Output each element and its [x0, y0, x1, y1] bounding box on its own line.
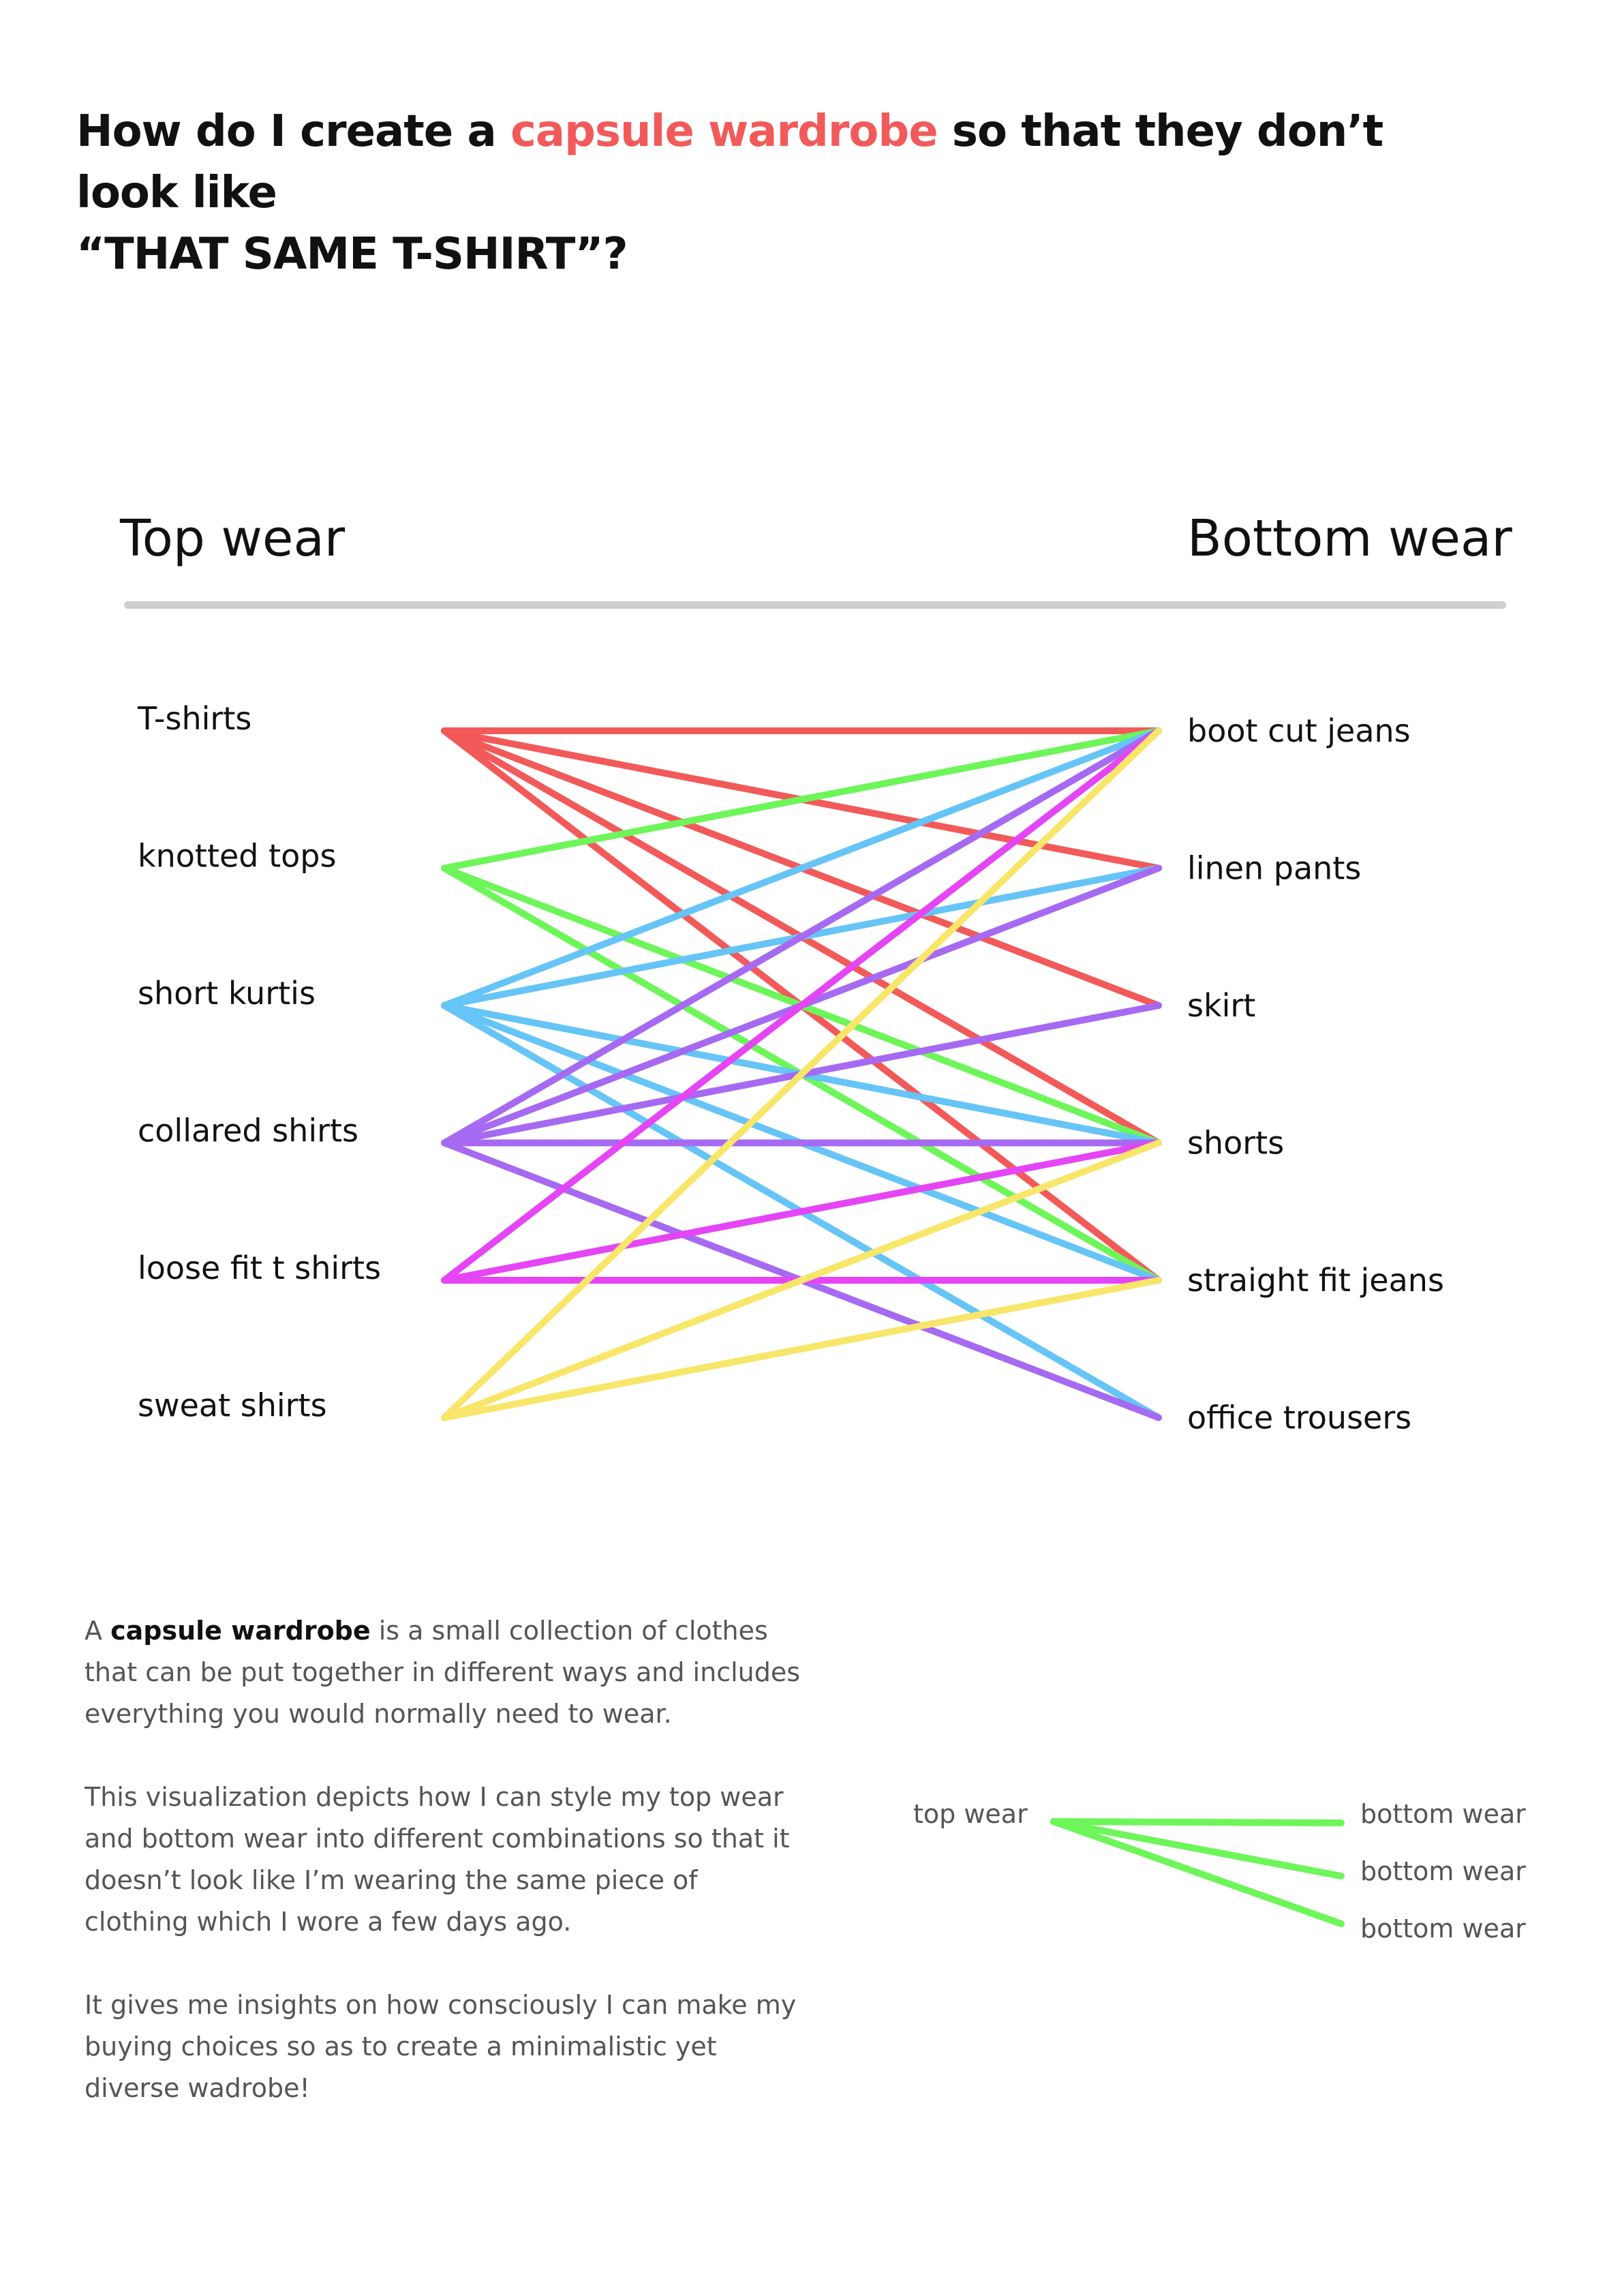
bottom-wear-straight-fit-jeans: straight fit jeans	[1187, 1262, 1444, 1299]
desc-p1-pre: A	[85, 1616, 111, 1646]
top-wear-t-shirts: T-shirts	[137, 700, 251, 737]
bottom-wear-boot-cut-jeans: boot cut jeans	[1187, 712, 1411, 749]
description-paragraph-2: This visualization depicts how I can sty…	[85, 1782, 790, 1937]
description: A capsule wardrobe is a small collection…	[85, 1610, 807, 2151]
link-loose-fit-t-shirts-to-boot-cut-jeans	[441, 727, 1162, 1284]
top-wear-short-kurtis: short kurtis	[138, 975, 316, 1012]
top-wear-loose-fit-t-shirts: loose fit t shirts	[138, 1250, 381, 1286]
bottom-wear-skirt: skirt	[1187, 987, 1255, 1024]
title-part1: How do I create a	[76, 106, 510, 157]
desc-p1-bold: capsule wardrobe	[110, 1616, 371, 1646]
top-wear-collared-shirts: collared shirts	[138, 1113, 358, 1149]
left-node-labels: T-shirts knotted tops short kurtis collared…	[137, 700, 381, 1424]
bottom-wear-linen-pants: linen pants	[1187, 850, 1361, 887]
bottom-wear-shorts: shorts	[1187, 1125, 1284, 1162]
bottom-wear-header: Bottom wear	[1187, 509, 1512, 568]
link-group	[441, 727, 1162, 1421]
top-wear-header: Top wear	[120, 509, 346, 568]
link-sweat-shirts-to-shorts	[441, 1139, 1162, 1421]
page-title: How do I create a capsule wardrobe so th…	[76, 101, 1508, 285]
title-line-3: “THAT SAME T-SHIRT”?	[76, 229, 628, 280]
header-divider	[124, 601, 1506, 609]
title-line-2: look like	[76, 168, 277, 218]
top-wear-sweat-shirts: sweat shirts	[138, 1387, 327, 1424]
title-part2: so that they don’t	[937, 106, 1383, 157]
right-node-labels: boot cut jeans linen pants skirt shorts stra…	[1187, 712, 1444, 1436]
description-paragraph-3: It gives me insights on how consciously …	[85, 1990, 797, 2103]
link-sweat-shirts-to-boot-cut-jeans	[441, 727, 1162, 1421]
top-wear-knotted-tops: knotted tops	[138, 838, 336, 875]
link-sweat-shirts-to-straight-fit-jeans	[441, 1277, 1162, 1421]
desc-p1-post: is a small collection of clothes that ca…	[85, 1616, 801, 1729]
link-short-kurtis-to-boot-cut-jeans	[441, 727, 1162, 1009]
link-loose-fit-t-shirts-to-shorts	[441, 1139, 1162, 1284]
link-knotted-tops-to-boot-cut-jeans	[441, 727, 1162, 872]
description-paragraph-1: A capsule wardrobe is a small collection…	[85, 1610, 807, 1735]
link-collared-shirts-to-boot-cut-jeans	[441, 727, 1162, 1147]
title-accent: capsule wardrobe	[510, 106, 938, 157]
title-line-1: How do I create a capsule wardrobe so th…	[76, 101, 1508, 162]
bottom-wear-office-trousers: office trousers	[1187, 1400, 1411, 1436]
